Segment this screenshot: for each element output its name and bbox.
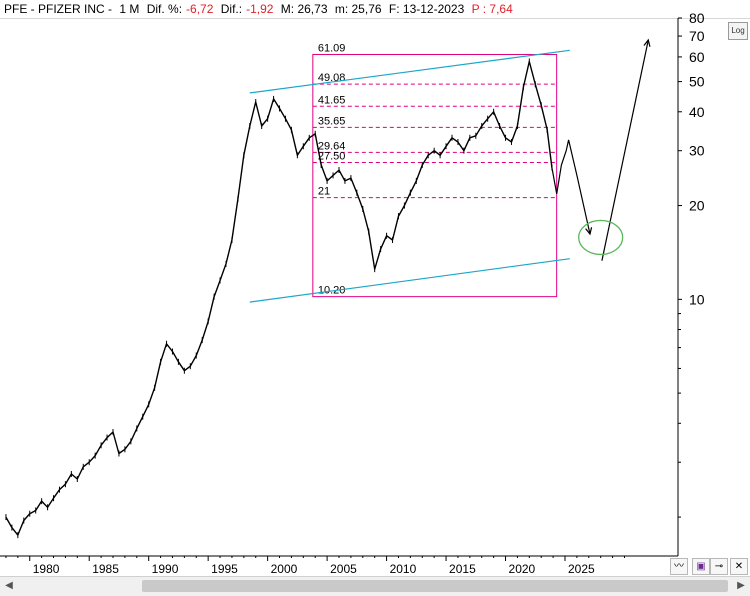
x-tick-label: 2020 <box>509 562 536 576</box>
x-tick-label: 2005 <box>330 562 357 576</box>
dif-pct-value: -6,72 <box>186 2 214 16</box>
channel-group <box>249 49 570 303</box>
wave-tool-icon[interactable]: 〰 <box>670 558 688 575</box>
y-axis: 80 70 60 50 40 30 20 10 <box>678 10 705 518</box>
fib-level-label: 61.09 <box>318 42 346 54</box>
fib-level-label: 41.65 <box>318 94 346 106</box>
y-tick-label: 60 <box>689 49 705 65</box>
dif-label: Dif.: <box>220 2 243 16</box>
period-label: 1 M <box>119 2 140 16</box>
projection-up-line <box>601 39 649 261</box>
x-tick-label: 2015 <box>449 562 476 576</box>
y-tick-label: 20 <box>689 198 705 214</box>
log-scale-button[interactable]: Log <box>728 22 748 40</box>
y-tick-label: 10 <box>689 291 705 307</box>
fib-level-label: 27.50 <box>318 150 346 162</box>
chart-header: PFE - PFIZER INC - 1 M Dif. %: -6,72 Dif.… <box>0 0 750 19</box>
projection-down-line <box>551 139 591 235</box>
scroll-left-icon[interactable]: ◀ <box>5 580 13 591</box>
dif-pct-label: Dif. %: <box>146 2 183 16</box>
x-tick-label: 1985 <box>92 562 119 576</box>
x-tick-label: 1995 <box>211 562 238 576</box>
y-tick-label: 80 <box>689 10 705 26</box>
projection-down-arrowhead <box>585 227 593 236</box>
x-tick-label: 2000 <box>271 562 298 576</box>
y-tick-label: 70 <box>689 28 705 44</box>
x-tick-label: 1990 <box>152 562 179 576</box>
symbol-label: PFE - PFIZER INC - <box>4 2 112 16</box>
channel-upper-line <box>249 49 570 94</box>
horizontal-scrollbar[interactable]: ◀ ▶ <box>0 576 750 596</box>
scroll-right-icon[interactable]: ▶ <box>737 580 745 591</box>
projection-group <box>551 38 651 261</box>
dif-value: -1,92 <box>246 2 274 16</box>
close-icon[interactable]: ✕ <box>730 558 748 575</box>
fib-level-label: 21 <box>318 186 330 198</box>
date-label: F: 13-12-2023 <box>388 2 465 16</box>
fib-box <box>312 53 558 298</box>
projection-up-arrowhead <box>643 38 651 47</box>
y-tick-label: 50 <box>689 74 705 90</box>
fib-level-label: 35.65 <box>318 115 346 127</box>
channel-lower-line <box>249 258 570 303</box>
x-tick-label: 1980 <box>33 562 60 576</box>
target-ellipse <box>578 219 624 256</box>
x-tick-label: 2010 <box>390 562 417 576</box>
save-icon[interactable]: ▣ <box>692 558 710 575</box>
min-label: m: 25,76 <box>334 2 382 16</box>
x-axis: 1980 1985 1990 1995 2000 2005 2010 2015 2020 2025 <box>5 556 625 576</box>
price-label: P : 7,64 <box>471 2 513 16</box>
price-group <box>5 58 553 539</box>
pin-icon[interactable]: ⊸ <box>710 558 728 575</box>
y-tick-label: 30 <box>689 143 705 159</box>
x-tick-label: 2025 <box>568 562 595 576</box>
scrollbar-thumb[interactable] <box>142 580 728 592</box>
fib-level-label: 29.64 <box>318 140 346 152</box>
y-tick-label: 40 <box>689 104 705 120</box>
max-label: M: 26,73 <box>280 2 328 16</box>
